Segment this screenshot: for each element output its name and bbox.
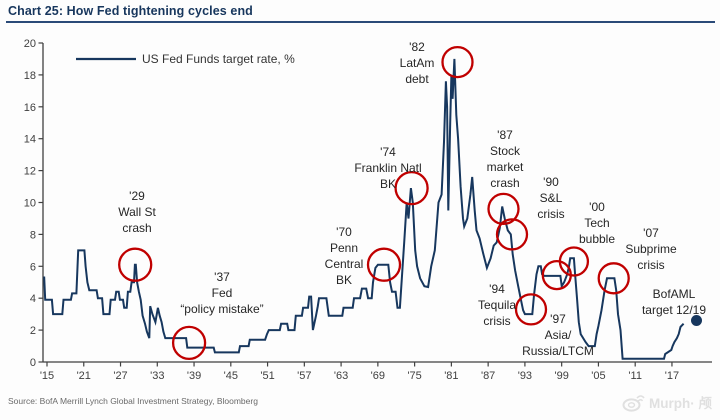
chart-title: Chart 25: How Fed tightening cycles end <box>8 4 253 18</box>
x-tick-label: '15 <box>40 370 54 382</box>
x-tick-label: '17 <box>665 370 679 382</box>
y-tick-label: 4 <box>30 293 36 305</box>
annotation-29-wall-st-crash: '29 Wall St crash <box>118 189 156 235</box>
x-tick-label: '21 <box>77 370 91 382</box>
x-tick-label: '93 <box>518 370 532 382</box>
watermark: Murph· 颅 <box>622 392 712 412</box>
y-tick-label: 14 <box>24 134 36 146</box>
watermark-text: Murph· 颅 <box>649 396 712 411</box>
event-circle-tech-bubble <box>558 246 590 277</box>
x-tick-label: '27 <box>113 370 127 382</box>
annotation-87-stock-market: '87 Stock market crash <box>487 128 524 190</box>
event-circle-tequila-crisis <box>514 293 548 326</box>
fed-funds-rate-line <box>43 58 685 360</box>
annotation-00-tech-bubble: '00 Tech bubble <box>579 200 615 246</box>
annotation-94-tequila: '94 Tequila crisis <box>478 282 516 328</box>
annotation-74-franklin-natl: '74 Franklin Natl BK <box>354 145 421 191</box>
y-tick-label: 8 <box>30 229 36 241</box>
legend-label: US Fed Funds target rate, % <box>142 52 295 66</box>
y-tick-label: 18 <box>24 70 36 82</box>
annotation-70-penn-central: '70 Penn Central BK <box>325 225 364 287</box>
y-tick-label: 6 <box>30 261 36 273</box>
x-tick-label: '99 <box>554 370 568 382</box>
event-circle-subprime-crisis <box>597 262 630 295</box>
x-tick-label: '51 <box>260 370 274 382</box>
x-tick-label: '39 <box>187 370 201 382</box>
annotation-37-policy-mistake: '37 Fed “policy mistake” <box>180 270 263 316</box>
x-tick-label: '75 <box>407 370 421 382</box>
event-circle-wall-st-crash <box>118 247 153 282</box>
event-circle-franklin-natl-bk <box>394 170 429 206</box>
x-tick-label: '69 <box>371 370 385 382</box>
annotation-97-asia-russia: '97 Asia/Russia/LTCM <box>522 312 594 358</box>
annotation-bofaml-target: BofAML target 12/19 <box>642 287 706 317</box>
event-circle-sl-crisis <box>495 218 529 251</box>
y-tick-label: 0 <box>30 357 36 369</box>
x-tick-label: '11 <box>628 370 642 382</box>
x-tick-label: '57 <box>297 370 311 382</box>
annotation-90-sl-crisis: '90 S&L crisis <box>537 175 564 221</box>
annotation-82-latam-debt: '82 LatAm debt <box>400 40 435 86</box>
title-underline <box>6 21 715 23</box>
y-tick-label: 16 <box>24 102 36 114</box>
y-tick-label: 2 <box>30 325 36 337</box>
annotation-07-subprime: '07 Subprime crisis <box>625 226 677 272</box>
event-circle-stock-market-crash <box>487 192 520 226</box>
y-tick-label: 12 <box>24 166 36 178</box>
y-tick-label: 10 <box>24 198 36 210</box>
x-tick-label: '63 <box>334 370 348 382</box>
x-tick-label: '33 <box>150 370 164 382</box>
x-tick-label: '87 <box>481 370 495 382</box>
x-tick-label: '05 <box>591 370 605 382</box>
bofaml-target-dot <box>691 315 702 326</box>
event-circle-fed-policy-mistake <box>171 325 207 361</box>
x-tick-label: '81 <box>444 370 458 382</box>
weibo-watermark-icon <box>622 394 645 412</box>
event-circle-latam-debt <box>441 45 474 79</box>
event-circle-penn-central-bk <box>366 247 402 282</box>
x-tick-label: '45 <box>224 370 238 382</box>
source-attribution: Source: BofA Merrill Lynch Global Invest… <box>8 396 258 406</box>
y-tick-label: 20 <box>24 38 36 50</box>
